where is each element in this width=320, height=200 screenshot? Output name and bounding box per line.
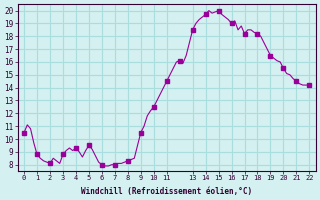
X-axis label: Windchill (Refroidissement éolien,°C): Windchill (Refroidissement éolien,°C) [81, 187, 252, 196]
